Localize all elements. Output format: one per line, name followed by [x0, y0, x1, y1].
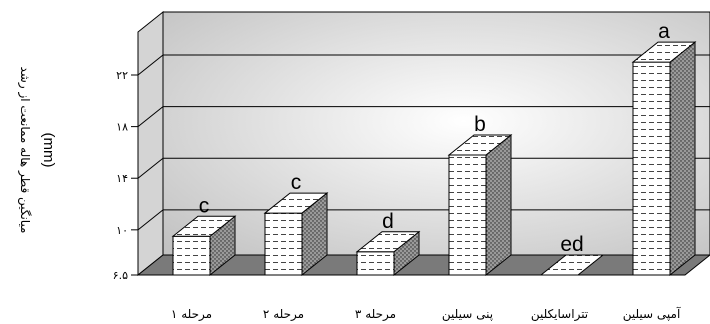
y-axis-unit: (mm) [40, 133, 57, 168]
x-tick-label: مرحله ۱ [171, 307, 212, 322]
data-label: c [199, 194, 210, 217]
chart-side-wall [137, 10, 164, 277]
x-tick-label: مرحله ۳ [355, 307, 396, 322]
bar-side [669, 41, 696, 277]
y-axis-label: میانگین قطر هاله ممانعت از رشد [17, 67, 32, 234]
bar-front [172, 235, 211, 276]
y-axis: ۶.۵ ۱۰ ۱۴ ۱۸ ۲۲ [113, 32, 139, 282]
y-tick-label: ۲۲ [116, 69, 128, 82]
x-axis: مرحله ۱ مرحله ۲ مرحله ۳ پنی سیلین تتراسایکلی… [171, 306, 681, 322]
y-tick-label: ۱۸ [116, 121, 128, 134]
bar-top [447, 134, 513, 156]
chart-back-wall [162, 11, 710, 256]
bar [539, 254, 605, 276]
data-label: b [474, 113, 486, 136]
bar-side [485, 133, 512, 277]
data-label: ed [560, 233, 583, 256]
gridline-side [137, 106, 164, 128]
data-label: c [291, 171, 302, 194]
bar [447, 133, 513, 277]
x-tick-label: آمپی سیلین [623, 306, 681, 322]
bar-top [263, 192, 329, 214]
gridline-side [137, 157, 164, 179]
bar-front [632, 61, 671, 276]
data-label: d [382, 210, 394, 233]
y-tick-label: ۶.۵ [113, 269, 128, 282]
gridline-side [137, 54, 164, 76]
data-labels: c c d b ed a [199, 20, 670, 256]
bar-top [171, 215, 237, 237]
bar-top [631, 41, 697, 63]
gridlines [137, 54, 710, 231]
x-tick-label: تتراسایکلین [531, 307, 588, 322]
bar-top [355, 231, 421, 253]
bar [263, 192, 329, 277]
bar [171, 215, 237, 277]
x-tick-label: پنی سیلین [442, 307, 493, 322]
data-label: a [658, 20, 670, 43]
bars [171, 41, 697, 277]
gridline-side [137, 209, 164, 231]
bar-front [264, 212, 303, 276]
y-tick-label: ۱۴ [116, 172, 128, 185]
y-tick-label: ۱۰ [116, 224, 128, 237]
bar-front [448, 154, 487, 276]
bar-front [356, 251, 395, 276]
bar [355, 230, 421, 277]
x-tick-label: مرحله ۲ [263, 307, 304, 322]
bar-top [539, 254, 605, 276]
bar [631, 41, 697, 277]
